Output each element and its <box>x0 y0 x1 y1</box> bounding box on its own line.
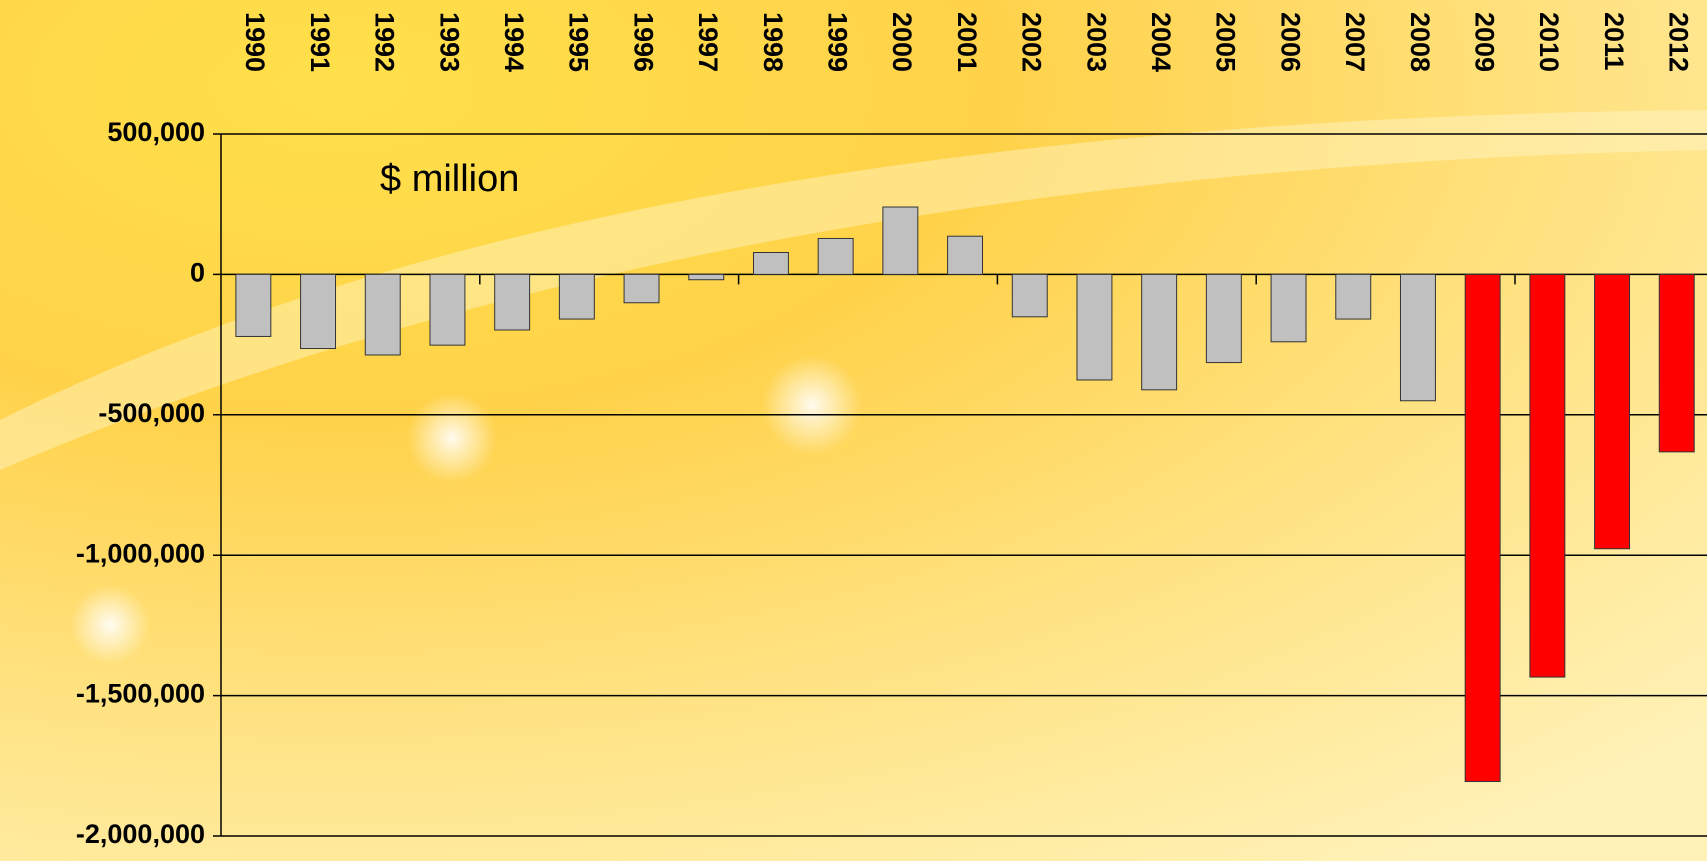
bar <box>1529 273 1566 678</box>
y-tick-label: -1,500,000 <box>76 679 205 709</box>
x-tick-label: 1997 <box>693 12 723 72</box>
x-tick-label: 2003 <box>1081 12 1111 72</box>
x-tick-label: 2009 <box>1470 12 1500 72</box>
bar <box>1335 273 1372 320</box>
bar <box>817 237 854 275</box>
x-tick-label: 1996 <box>628 12 658 72</box>
x-tick-label: 2001 <box>952 12 982 72</box>
x-tick-label: 1993 <box>434 12 464 72</box>
x-tick-label: 2005 <box>1211 12 1241 72</box>
glow <box>762 355 862 455</box>
x-tick-label: 2007 <box>1340 12 1370 72</box>
bar <box>688 273 725 281</box>
x-tick-label: 1998 <box>758 12 788 72</box>
bar <box>1464 273 1501 783</box>
x-tick-label: 2006 <box>1275 12 1305 72</box>
bar <box>1270 273 1307 343</box>
x-tick-label: 1992 <box>370 12 400 72</box>
bar <box>1141 273 1178 391</box>
bar <box>494 273 531 331</box>
x-tick-label: 1999 <box>823 12 853 72</box>
y-tick-label: 500,000 <box>107 117 205 147</box>
bar <box>1658 273 1695 453</box>
y-tick-label: -500,000 <box>98 398 205 428</box>
x-tick-label: 2008 <box>1405 12 1435 72</box>
x-tick-label: 1995 <box>564 12 594 72</box>
glow <box>70 585 150 665</box>
bar <box>1076 273 1113 381</box>
light-ray <box>0 110 1707 470</box>
bar <box>558 273 595 320</box>
annotation: $ million <box>380 158 519 200</box>
x-tick-label: 1991 <box>305 12 335 72</box>
x-tick-label: 2004 <box>1146 12 1176 72</box>
y-tick-label: 0 <box>190 258 205 288</box>
bar <box>364 273 401 356</box>
bar <box>429 273 466 346</box>
bar <box>235 273 272 337</box>
bar <box>947 235 984 275</box>
bar <box>1399 273 1436 402</box>
x-tick-label: 2011 <box>1599 12 1629 71</box>
x-tick-label: 2010 <box>1534 12 1564 72</box>
y-tick-label: -1,000,000 <box>76 538 205 568</box>
bar <box>882 206 919 275</box>
x-tick-label: 2012 <box>1664 12 1694 72</box>
x-tick-label: 2002 <box>1017 12 1047 72</box>
bar <box>752 251 789 275</box>
bar <box>623 273 660 304</box>
x-tick-label: 1990 <box>240 12 270 72</box>
x-tick-label: 2000 <box>887 12 917 72</box>
x-tick-label: 1994 <box>499 12 529 72</box>
bar <box>300 273 337 350</box>
y-tick-label: -2,000,000 <box>76 819 205 849</box>
glow <box>407 393 497 483</box>
bar <box>1594 273 1631 550</box>
bar <box>1205 273 1242 364</box>
bar <box>1011 273 1048 318</box>
